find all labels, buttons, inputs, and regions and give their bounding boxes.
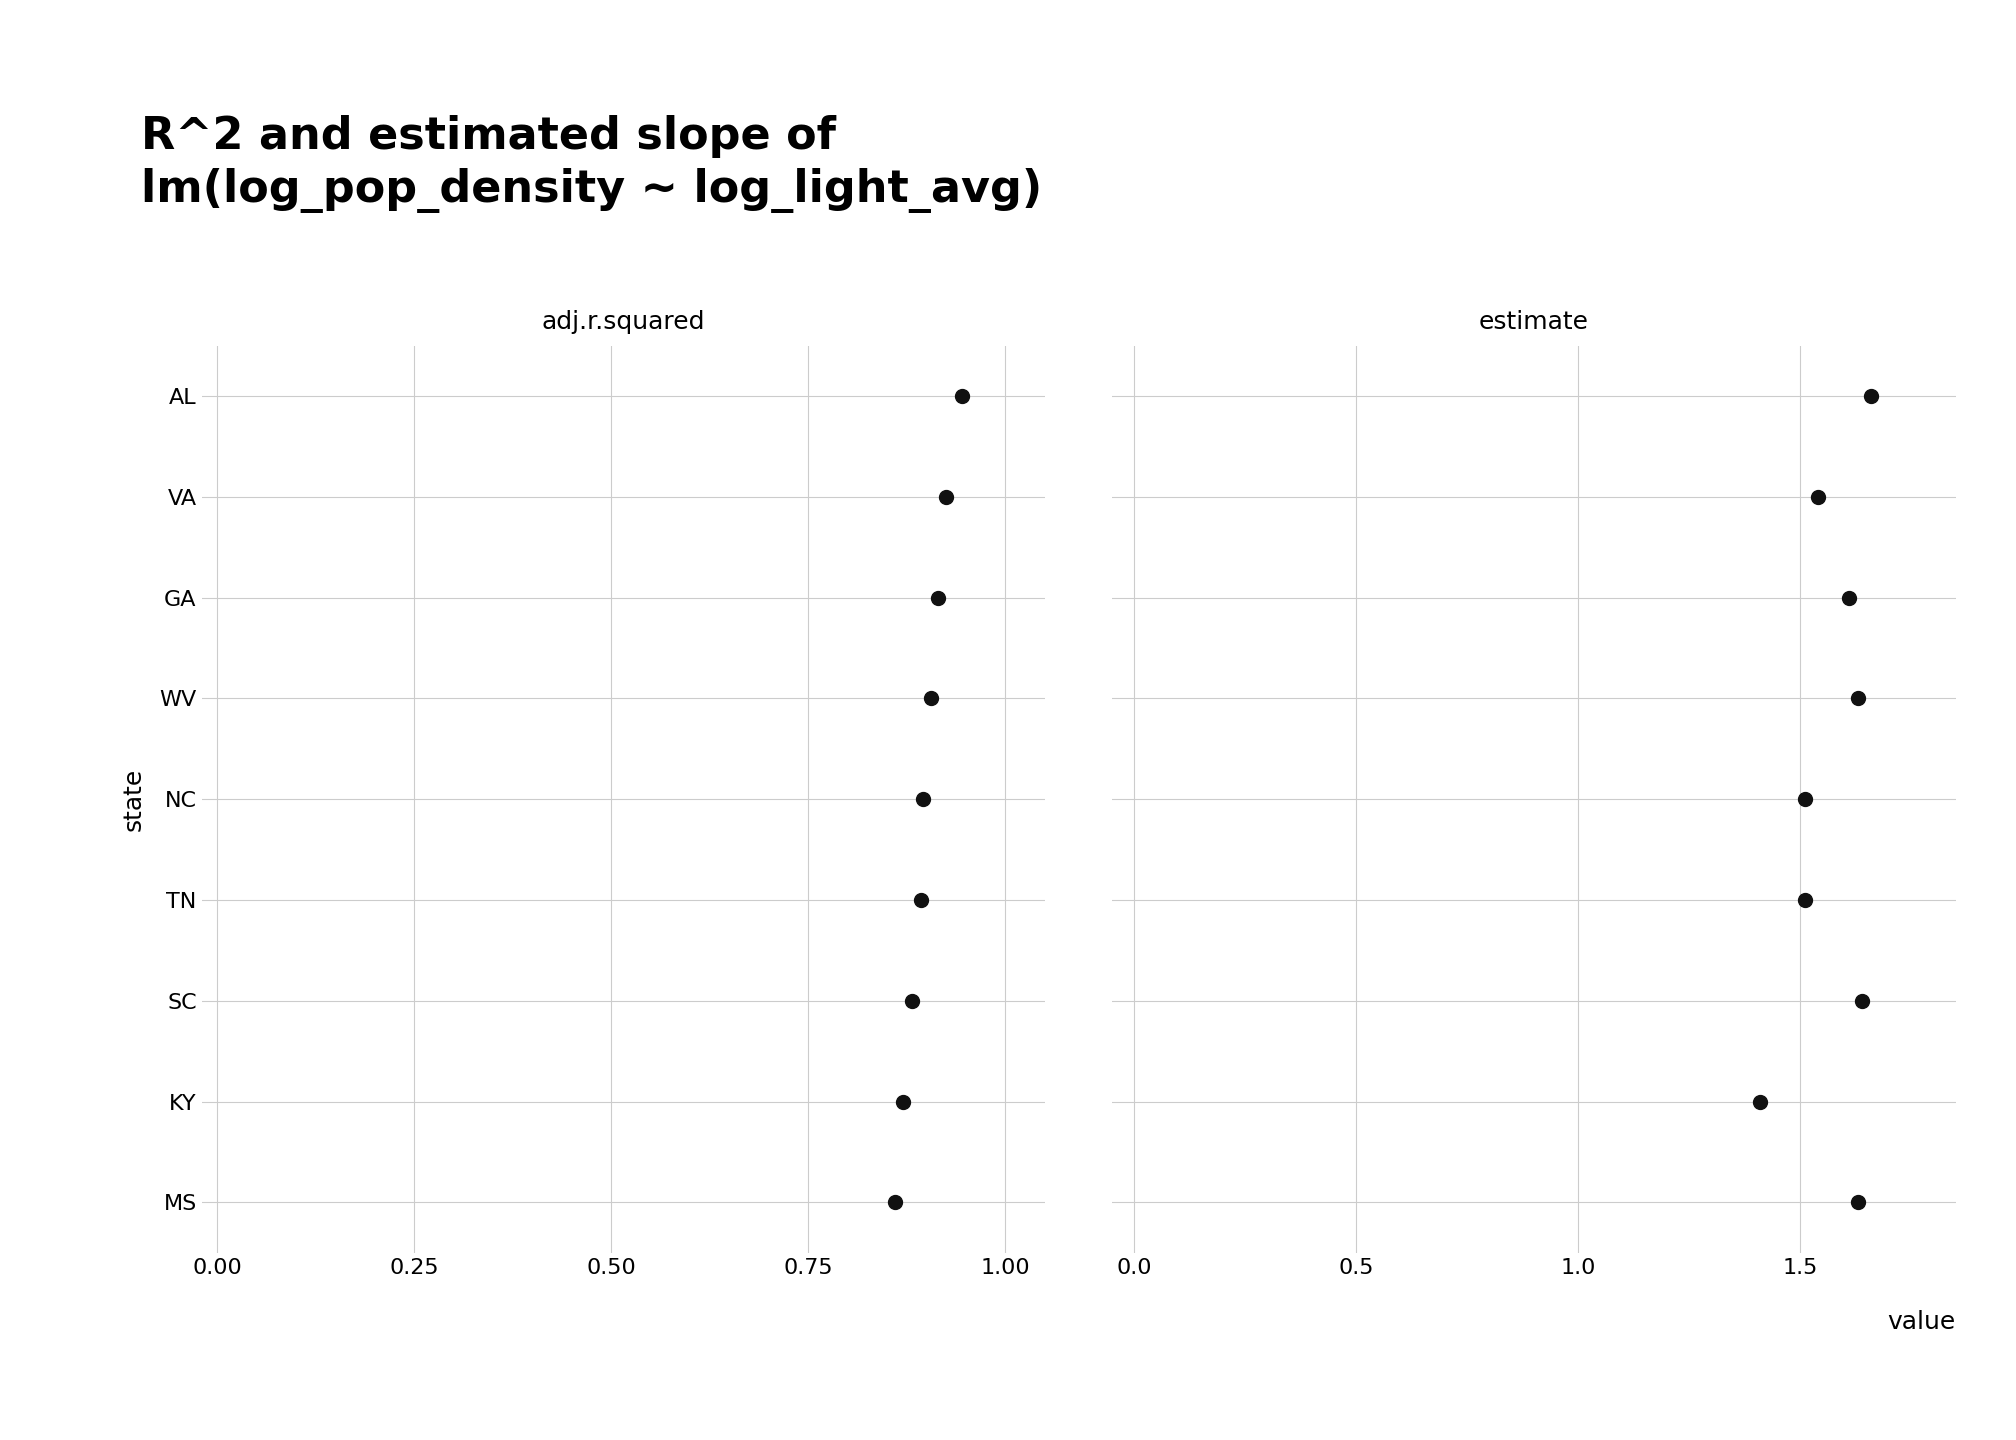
Point xyxy=(1847,989,1879,1012)
Title: estimate: estimate xyxy=(1480,310,1589,334)
Point xyxy=(946,384,978,408)
Point xyxy=(1744,1090,1776,1113)
Point xyxy=(929,485,962,508)
Text: value: value xyxy=(1887,1310,1956,1335)
Point xyxy=(1833,586,1865,609)
Point xyxy=(1788,788,1820,811)
Text: R^2 and estimated slope of
lm(log_pop_density ~ log_light_avg): R^2 and estimated slope of lm(log_pop_de… xyxy=(141,115,1042,213)
Point xyxy=(915,687,948,710)
Y-axis label: state: state xyxy=(121,768,145,831)
Point xyxy=(1843,687,1875,710)
Point xyxy=(879,1191,911,1214)
Point xyxy=(897,989,929,1012)
Title: adj.r.squared: adj.r.squared xyxy=(542,310,706,334)
Point xyxy=(1788,888,1820,912)
Point xyxy=(921,586,954,609)
Point xyxy=(907,788,939,811)
Point xyxy=(905,888,937,912)
Point xyxy=(1843,1191,1875,1214)
Point xyxy=(1802,485,1835,508)
Point xyxy=(1855,384,1887,408)
Point xyxy=(887,1090,919,1113)
